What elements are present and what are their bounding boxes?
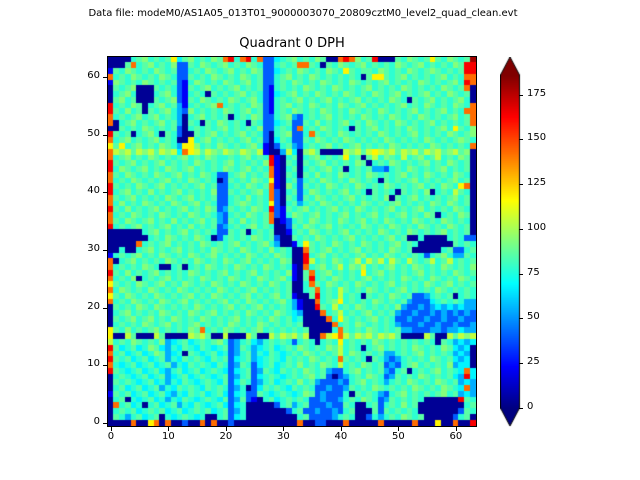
x-tick-label: 10 [162,431,175,442]
colorbar-tick-mark [519,408,523,409]
colorbar-tick-label: 175 [527,87,547,99]
x-tick-mark [168,427,170,431]
y-tick-mark [103,423,107,425]
colorbar-tick-label: 0 [527,401,534,412]
x-tick-mark [283,427,285,431]
x-tick-label: 60 [449,431,463,442]
colorbar-tick-mark [519,318,523,320]
plot-axes-frame [107,56,477,427]
x-tick-label: 40 [334,431,348,442]
colorbar-tick-label: 125 [527,177,547,189]
colorbar-tick-mark [519,363,523,365]
y-tick-mark [103,192,107,194]
x-tick-mark [455,427,457,431]
colorbar-tick-mark [519,228,523,230]
y-tick-label: 50 [87,127,100,139]
x-tick-label: 30 [277,431,290,442]
colorbar-tick-mark [519,273,523,275]
x-tick-mark [110,427,112,431]
x-tick-mark [340,427,342,431]
colorbar-tick-mark [519,139,523,141]
colorbar [500,57,524,427]
y-tick-label: 20 [87,300,100,312]
y-tick-mark [103,307,107,309]
y-tick-label: 0 [93,416,100,428]
y-tick-label: 40 [87,185,100,197]
y-tick-mark [103,250,107,252]
colorbar-tick-mark [519,184,523,186]
y-tick-mark [103,134,107,136]
y-tick-mark [103,77,107,79]
x-tick-label: 50 [392,431,405,442]
data-file-header: Data file: modeM0/AS1A05_013T01_90000030… [88,8,518,19]
colorbar-tick-label: 25 [527,356,540,368]
dph-heatmap [108,57,476,426]
x-tick-mark [225,427,227,431]
y-tick-label: 60 [87,70,100,82]
colorbar-tick-label: 50 [527,311,540,323]
x-tick-mark [398,427,400,431]
y-tick-label: 30 [87,243,100,255]
colorbar-tick-label: 75 [527,266,540,278]
y-tick-mark [103,365,107,367]
colorbar-tick-label: 100 [527,221,547,233]
plot-title: Quadrant 0 DPH [239,36,345,51]
x-tick-label: 0 [107,431,115,442]
x-tick-label: 20 [219,431,233,442]
colorbar-tick-mark [519,94,523,96]
y-tick-label: 10 [87,358,100,370]
colorbar-tick-label: 150 [527,132,547,144]
